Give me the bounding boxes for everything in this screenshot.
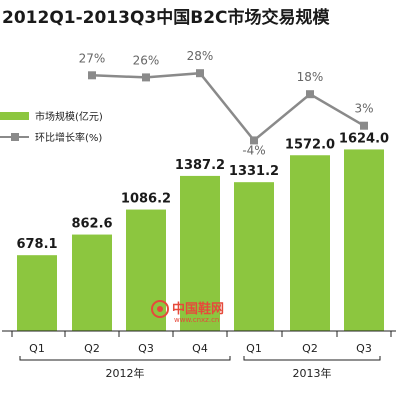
x-tick-label: Q4 <box>192 342 208 355</box>
bar-value-label: 1624.0 <box>339 131 389 146</box>
growth-value-labels: 27% 26% 28% -4% 18% 3% <box>79 49 374 157</box>
bar-series <box>17 149 384 331</box>
watermark-text: 中国鞋网 <box>172 301 224 317</box>
year-bracket <box>19 356 231 361</box>
bar-7 <box>344 149 384 331</box>
bar-1 <box>17 255 57 331</box>
chart-title: 2012Q1-2013Q3中国B2C市场交易规模 <box>2 7 331 28</box>
year-label-2: 2013年 <box>293 366 332 380</box>
growth-line-series <box>88 69 368 145</box>
growth-point-4 <box>196 69 204 78</box>
bar-5 <box>234 182 274 331</box>
x-tick-label: Q1 <box>29 342 45 355</box>
bar-value-label: 1086.2 <box>121 192 171 207</box>
year-label-1: 2012年 <box>106 366 145 380</box>
growth-value-label: 18% <box>297 70 324 84</box>
x-tick-label: Q3 <box>138 342 154 355</box>
legend-line-marker <box>11 133 19 141</box>
bar-value-label: 1387.2 <box>175 158 225 173</box>
watermark-url: www.cnxz.cn <box>174 316 219 324</box>
x-axis: Q1 Q2 Q3 Q4 Q1 Q2 Q3 2012年 2013年 <box>2 330 396 380</box>
bar-3 <box>126 209 166 331</box>
growth-value-label: -4% <box>242 143 265 157</box>
bar-2 <box>72 234 112 331</box>
watermark-logo-dot <box>157 306 163 312</box>
bar-value-label: 678.1 <box>16 237 57 252</box>
growth-point-7 <box>360 121 368 130</box>
bar-value-label: 1572.0 <box>285 137 335 152</box>
x-tick-label: Q1 <box>246 342 262 355</box>
growth-line <box>91 71 365 143</box>
x-tick-label: Q2 <box>84 342 100 355</box>
growth-point-6 <box>306 90 314 99</box>
x-tick-label: Q2 <box>302 342 318 355</box>
bar-6 <box>290 155 330 331</box>
bar-value-labels: 678.1 862.6 1086.2 1387.2 1331.2 1572.0 1624.0 <box>16 131 389 252</box>
bar-value-label: 862.6 <box>71 217 112 232</box>
bar-4 <box>180 175 220 331</box>
year-bracket <box>243 356 381 361</box>
legend: 市场规模(亿元) 环比增长率(%) <box>0 110 103 144</box>
bar-value-label: 1331.2 <box>229 164 279 179</box>
legend-bar-swatch <box>0 112 29 120</box>
growth-value-label: 27% <box>79 51 106 65</box>
growth-value-label: 3% <box>354 102 373 116</box>
watermark-logo-icon <box>151 300 169 318</box>
growth-point-5 <box>250 136 258 145</box>
growth-value-label: 28% <box>187 49 214 63</box>
legend-line-label: 环比增长率(%) <box>35 131 102 144</box>
growth-point-2 <box>88 71 96 80</box>
legend-bar-label: 市场规模(亿元) <box>35 110 103 123</box>
x-tick-label: Q3 <box>356 342 372 355</box>
watermark: 中国鞋网 www.cnxz.cn <box>151 300 224 324</box>
growth-value-label: 26% <box>133 53 160 67</box>
growth-point-3 <box>142 73 150 82</box>
